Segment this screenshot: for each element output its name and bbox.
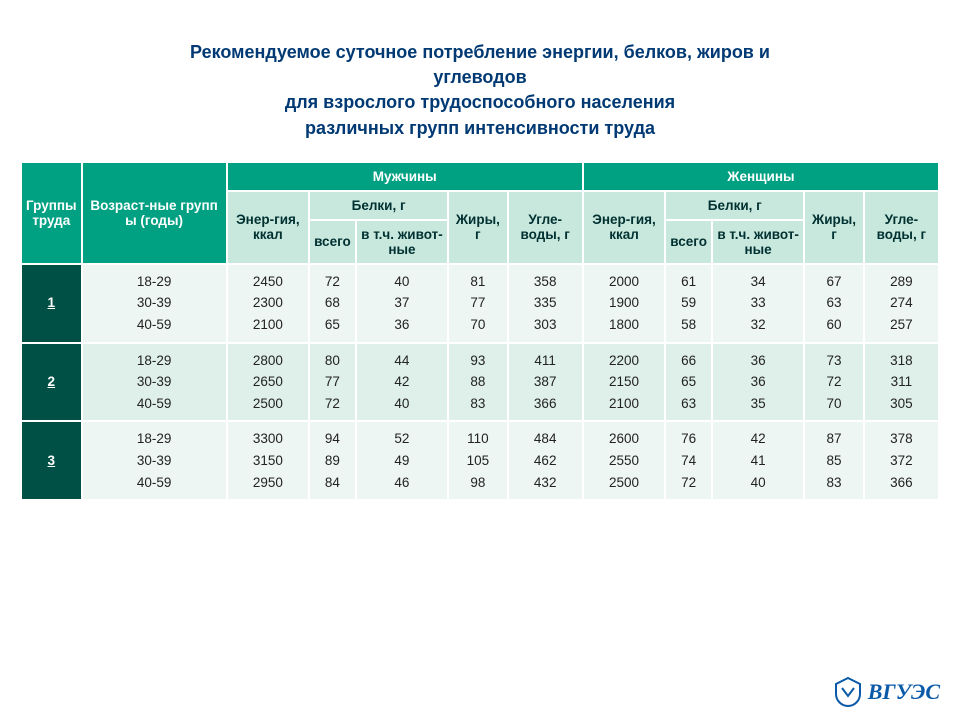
w-carbs: 289 274 257 (864, 264, 939, 343)
m-protein-animal: 44 42 40 (356, 343, 448, 422)
w-protein-total: 66 65 63 (665, 343, 712, 422)
m-energy: 2450 2300 2100 (227, 264, 309, 343)
col-m-fat: Жиры, г (448, 191, 508, 264)
title-line-3: для взрослого трудоспособного населения (60, 90, 900, 115)
col-m-pt: всего (309, 220, 356, 264)
title-line-1: Рекомендуемое суточное потребление энерг… (60, 40, 900, 65)
age-range: 18-29 30-39 40-59 (82, 421, 227, 500)
col-age: Возраст-ные групп ы (годы) (82, 162, 227, 264)
m-energy: 2800 2650 2500 (227, 343, 309, 422)
m-fat: 110 105 98 (448, 421, 508, 500)
w-protein-animal: 42 41 40 (712, 421, 804, 500)
col-m-protein: Белки, г (309, 191, 448, 220)
w-protein-total: 76 74 72 (665, 421, 712, 500)
logo-icon (834, 676, 862, 708)
w-fat: 67 63 60 (804, 264, 864, 343)
m-protein-total: 72 68 65 (309, 264, 356, 343)
col-women: Женщины (583, 162, 939, 191)
m-protein-animal: 40 37 36 (356, 264, 448, 343)
col-m-pa: в т.ч. живот-ные (356, 220, 448, 264)
col-m-energy: Энер-гия, ккал (227, 191, 309, 264)
brand-logo: ВГУЭС (834, 676, 940, 708)
w-fat: 73 72 70 (804, 343, 864, 422)
m-carbs: 484 462 432 (508, 421, 583, 500)
m-protein-animal: 52 49 46 (356, 421, 448, 500)
col-w-fat: Жиры, г (804, 191, 864, 264)
title-line-2: углеводов (60, 65, 900, 90)
col-w-pt: всего (665, 220, 712, 264)
col-men: Мужчины (227, 162, 583, 191)
logo-text: ВГУЭС (868, 679, 940, 705)
w-carbs: 318 311 305 (864, 343, 939, 422)
nutrition-table: Группы труда Возраст-ные групп ы (годы) … (20, 161, 940, 501)
m-protein-total: 94 89 84 (309, 421, 356, 500)
m-fat: 93 88 83 (448, 343, 508, 422)
w-energy: 2600 2550 2500 (583, 421, 665, 500)
col-m-carbs: Угле-воды, г (508, 191, 583, 264)
age-range: 18-29 30-39 40-59 (82, 343, 227, 422)
col-groups: Группы труда (21, 162, 82, 264)
w-protein-animal: 36 36 35 (712, 343, 804, 422)
m-carbs: 358 335 303 (508, 264, 583, 343)
w-fat: 87 85 83 (804, 421, 864, 500)
m-energy: 3300 3150 2950 (227, 421, 309, 500)
w-energy: 2200 2150 2100 (583, 343, 665, 422)
w-carbs: 378 372 366 (864, 421, 939, 500)
w-protein-total: 61 59 58 (665, 264, 712, 343)
table-body: 118-29 30-39 40-592450 2300 210072 68 65… (21, 264, 939, 500)
group-id: 2 (21, 343, 82, 422)
m-carbs: 411 387 366 (508, 343, 583, 422)
col-w-pa: в т.ч. живот-ные (712, 220, 804, 264)
w-protein-animal: 34 33 32 (712, 264, 804, 343)
m-fat: 81 77 70 (448, 264, 508, 343)
page-title: Рекомендуемое суточное потребление энерг… (0, 0, 960, 161)
table-row: 318-29 30-39 40-593300 3150 295094 89 84… (21, 421, 939, 500)
m-protein-total: 80 77 72 (309, 343, 356, 422)
table-row: 118-29 30-39 40-592450 2300 210072 68 65… (21, 264, 939, 343)
table-row: 218-29 30-39 40-592800 2650 250080 77 72… (21, 343, 939, 422)
age-range: 18-29 30-39 40-59 (82, 264, 227, 343)
group-id: 1 (21, 264, 82, 343)
title-line-4: различных групп интенсивности труда (60, 116, 900, 141)
col-w-energy: Энер-гия, ккал (583, 191, 665, 264)
col-w-carbs: Угле-воды, г (864, 191, 939, 264)
col-w-protein: Белки, г (665, 191, 804, 220)
w-energy: 2000 1900 1800 (583, 264, 665, 343)
group-id: 3 (21, 421, 82, 500)
